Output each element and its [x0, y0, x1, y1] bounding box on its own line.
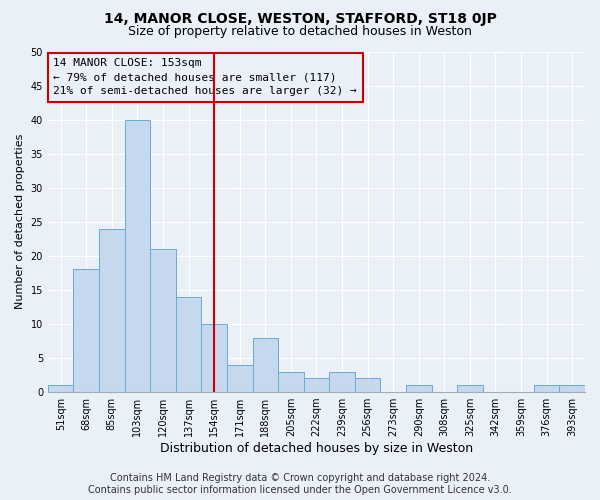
- Bar: [73, 270, 99, 392]
- Bar: [457, 386, 482, 392]
- Bar: [176, 296, 202, 392]
- Text: Size of property relative to detached houses in Weston: Size of property relative to detached ho…: [128, 25, 472, 38]
- Bar: [534, 386, 559, 392]
- Bar: [329, 372, 355, 392]
- Bar: [355, 378, 380, 392]
- X-axis label: Distribution of detached houses by size in Weston: Distribution of detached houses by size …: [160, 442, 473, 455]
- Bar: [99, 228, 125, 392]
- Text: 14, MANOR CLOSE, WESTON, STAFFORD, ST18 0JP: 14, MANOR CLOSE, WESTON, STAFFORD, ST18 …: [104, 12, 496, 26]
- Bar: [406, 386, 431, 392]
- Bar: [202, 324, 227, 392]
- Text: 14 MANOR CLOSE: 153sqm
← 79% of detached houses are smaller (117)
21% of semi-de: 14 MANOR CLOSE: 153sqm ← 79% of detached…: [53, 58, 357, 96]
- Bar: [304, 378, 329, 392]
- Bar: [559, 386, 585, 392]
- Y-axis label: Number of detached properties: Number of detached properties: [15, 134, 25, 310]
- Bar: [150, 249, 176, 392]
- Bar: [278, 372, 304, 392]
- Bar: [253, 338, 278, 392]
- Bar: [125, 120, 150, 392]
- Text: Contains HM Land Registry data © Crown copyright and database right 2024.
Contai: Contains HM Land Registry data © Crown c…: [88, 474, 512, 495]
- Bar: [48, 386, 73, 392]
- Bar: [227, 365, 253, 392]
